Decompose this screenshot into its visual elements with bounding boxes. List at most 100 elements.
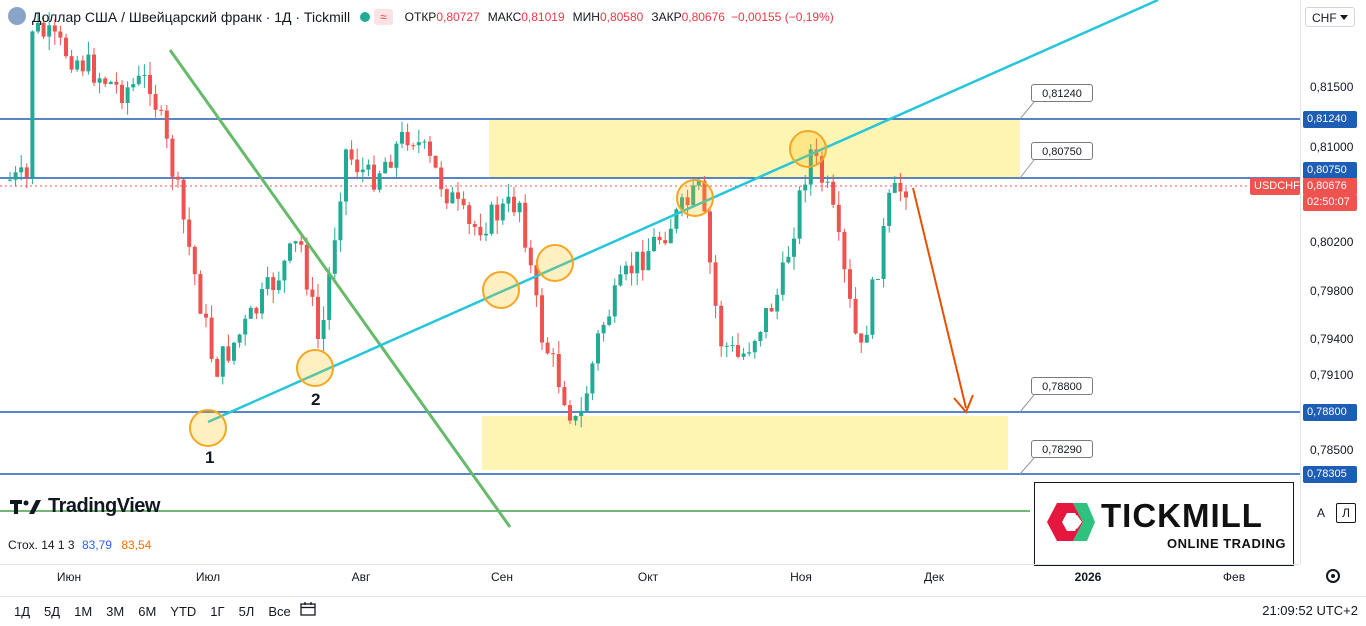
candle-body [489,204,494,234]
price-tick: 0,79100 [1310,368,1354,382]
candle-body [271,277,276,291]
range-3m[interactable]: 3М [106,604,125,619]
callout-78290[interactable]: 0,78290 [1031,440,1093,458]
time-label: Июл [195,570,221,584]
candle-body [58,31,63,38]
candle-body [500,203,505,221]
calendar-icon[interactable] [300,602,316,616]
time-label: Сен [491,570,513,584]
candle-body [551,353,556,355]
candle-body [299,241,304,245]
candle-body [792,238,796,257]
clock[interactable]: 21:09:52 UTC+2 [1262,603,1358,618]
touch-circle-2[interactable] [296,349,334,387]
candle-body [400,131,404,144]
touch-circle-5[interactable] [676,179,714,217]
candle-body [719,305,724,347]
range-1d[interactable]: 1Д [14,604,31,619]
low-value: 0,80580 [599,10,644,24]
candle-body [366,164,371,170]
candle-body [624,265,628,275]
touch-circle-1[interactable] [189,409,227,447]
touch-circle-6[interactable] [789,130,827,168]
candle-body [612,285,617,317]
candle-body [836,204,841,233]
callout-connector [1019,394,1035,413]
candle-body [517,202,522,213]
candle-body [506,196,511,204]
candle-body [332,240,337,274]
candle-body [198,274,203,314]
log-scale-button[interactable]: Л [1336,503,1356,523]
tickmill-tagline: ONLINE TRADING [1167,536,1286,551]
candle-body [657,236,662,241]
candle-body [568,405,572,421]
touch-circle-4[interactable] [536,244,574,282]
candle-body [142,74,147,76]
candle-body [601,324,606,334]
callout-connector [1019,101,1035,120]
range-5d[interactable]: 5Д [44,604,61,619]
candle-body [456,192,460,199]
price-tick: 0,79800 [1310,284,1354,298]
candle-body [248,307,253,319]
open-label: ОТКР [404,10,437,24]
candle-body [204,313,208,318]
candle-body [472,224,477,227]
candle-body [702,180,707,212]
candle-body [422,141,427,143]
candle-body [97,78,102,83]
range-5y[interactable]: 5Л [238,604,255,619]
tradingview-logo[interactable]: TradingView [10,495,160,518]
candle-body [338,201,343,241]
market-status-icon[interactable] [360,12,371,22]
candle-body [41,22,46,37]
candle-body [904,191,908,198]
candle-body [159,109,164,111]
candle-body [220,346,225,377]
candle-body [232,342,236,361]
stochastic-legend[interactable]: Стох. 14 1 3 83,79 83,54 [8,538,151,552]
candle-body [36,22,40,32]
range-1y[interactable]: 1Г [210,604,225,619]
range-1m[interactable]: 1М [74,604,93,619]
candle-body [24,167,29,178]
candle-body [881,225,886,279]
chart-legend-header: Доллар США / Швейцарский франк · 1Д · Ti… [0,0,1300,34]
currency-select[interactable]: CHF [1305,7,1355,27]
candle-body [629,265,634,274]
price-axis[interactable] [1300,0,1366,564]
candle-body [226,346,231,361]
callout-80750[interactable]: 0,80750 [1031,142,1093,160]
tradingview-wordmark: TradingView [48,495,160,517]
callout-78800[interactable]: 0,78800 [1031,377,1093,395]
candle-body [864,334,869,343]
time-axis[interactable]: Июн Июл Авг Сен Окт Ноя Дек 2026 Фев [0,564,1300,589]
support-zone[interactable] [482,416,1008,470]
chart-title[interactable]: Доллар США / Швейцарский франк · 1Д · Ti… [32,9,351,25]
auto-scale-button[interactable]: A [1316,506,1325,520]
range-all[interactable]: Все [268,604,291,619]
tickmill-wordmark: TICKMILL [1101,497,1263,534]
price-chart[interactable] [0,0,1300,564]
range-ytd[interactable]: YTD [170,604,197,619]
settings-gear-icon[interactable] [1326,569,1340,583]
candle-body [842,232,847,270]
forecast-arrow[interactable] [912,187,967,409]
candle-body [254,307,259,314]
resistance-zone[interactable] [489,119,1020,178]
candle-body [870,279,875,335]
candle-body [355,159,360,173]
touch-circle-3[interactable] [482,271,520,309]
candle-body [797,190,802,239]
callout-81240[interactable]: 0,81240 [1031,84,1093,102]
range-6m[interactable]: 6М [138,604,157,619]
candle-body [8,179,12,181]
candle-body [405,131,410,146]
pill-badge[interactable]: ≈ [374,9,393,25]
candle-body [276,280,281,291]
candle-body [736,345,740,357]
candle-body [663,240,668,244]
trendline-green-down[interactable] [168,49,512,528]
